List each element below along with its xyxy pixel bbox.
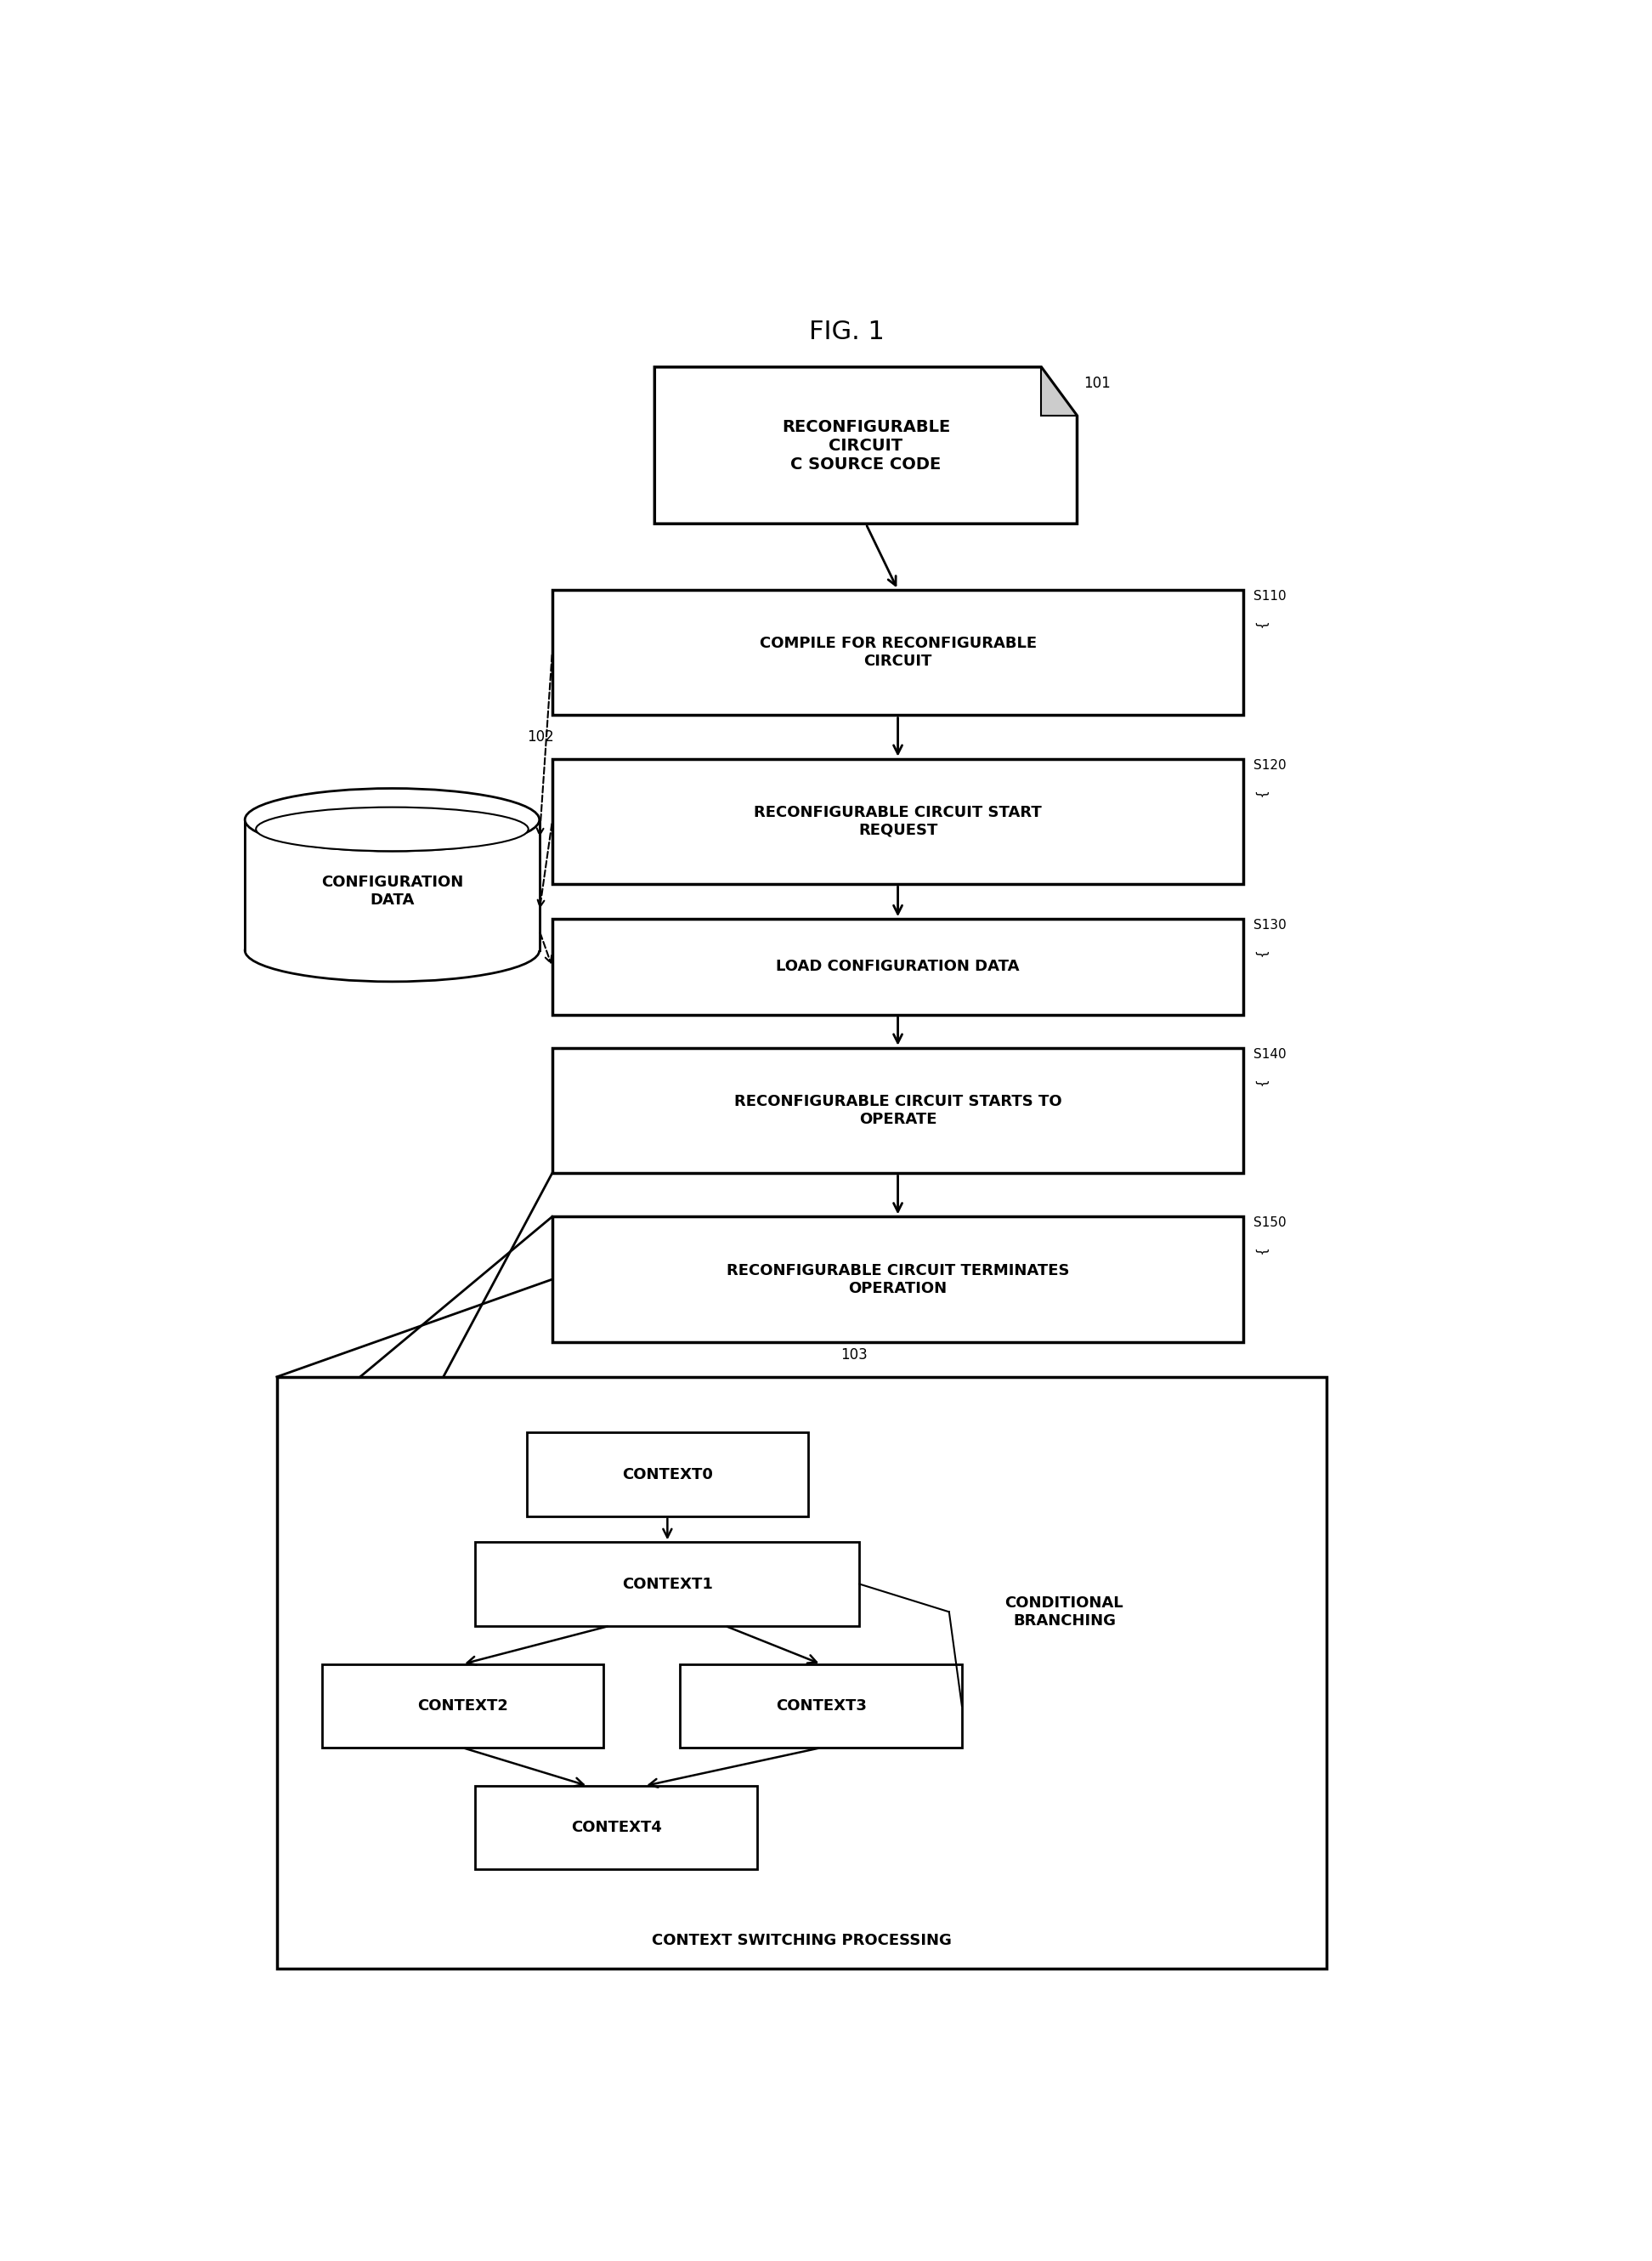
Text: LOAD CONFIGURATION DATA: LOAD CONFIGURATION DATA [776, 959, 1019, 974]
FancyBboxPatch shape [552, 590, 1244, 714]
Text: }: } [1254, 1078, 1267, 1088]
Ellipse shape [244, 789, 539, 850]
Text: S130: S130 [1254, 918, 1287, 932]
Text: RECONFIGURABLE
CIRCUIT
C SOURCE CODE: RECONFIGURABLE CIRCUIT C SOURCE CODE [781, 418, 950, 473]
FancyBboxPatch shape [244, 821, 539, 950]
Text: S150: S150 [1254, 1216, 1287, 1230]
Text: CONTEXT0: CONTEXT0 [623, 1467, 712, 1481]
Text: CONDITIONAL
BRANCHING: CONDITIONAL BRANCHING [1004, 1596, 1123, 1628]
Text: RECONFIGURABLE CIRCUIT STARTS TO
OPERATE: RECONFIGURABLE CIRCUIT STARTS TO OPERATE [733, 1094, 1062, 1126]
FancyBboxPatch shape [476, 1786, 757, 1870]
Text: }: } [1254, 950, 1267, 959]
Text: 101: 101 [1084, 375, 1110, 391]
FancyBboxPatch shape [552, 918, 1244, 1015]
Text: CONTEXT SWITCHING PROCESSING: CONTEXT SWITCHING PROCESSING [653, 1933, 952, 1949]
FancyBboxPatch shape [552, 1216, 1244, 1343]
Text: CONTEXT3: CONTEXT3 [776, 1698, 866, 1714]
Text: CONTEXT1: CONTEXT1 [623, 1576, 712, 1592]
FancyBboxPatch shape [552, 760, 1244, 884]
FancyBboxPatch shape [322, 1664, 603, 1748]
Polygon shape [654, 366, 1077, 525]
Text: S110: S110 [1254, 590, 1287, 604]
Text: FIG. 1: FIG. 1 [809, 319, 884, 344]
Polygon shape [1041, 366, 1077, 416]
Text: 103: 103 [841, 1348, 867, 1363]
Ellipse shape [256, 807, 529, 850]
Text: }: } [1254, 789, 1267, 798]
FancyBboxPatch shape [552, 1047, 1244, 1173]
Text: 102: 102 [527, 730, 553, 744]
FancyBboxPatch shape [476, 1542, 859, 1626]
FancyBboxPatch shape [278, 1377, 1327, 1969]
Text: RECONFIGURABLE CIRCUIT START
REQUEST: RECONFIGURABLE CIRCUIT START REQUEST [753, 805, 1042, 839]
Text: CONTEXT2: CONTEXT2 [418, 1698, 507, 1714]
FancyBboxPatch shape [681, 1664, 961, 1748]
Text: S120: S120 [1254, 760, 1287, 771]
FancyBboxPatch shape [527, 1433, 808, 1517]
Text: }: } [1254, 1248, 1267, 1257]
Text: }: } [1254, 622, 1267, 629]
Text: S140: S140 [1254, 1047, 1287, 1060]
Ellipse shape [244, 918, 539, 981]
Text: CONTEXT4: CONTEXT4 [572, 1820, 661, 1836]
Text: CONFIGURATION
DATA: CONFIGURATION DATA [320, 875, 463, 909]
Text: COMPILE FOR RECONFIGURABLE
CIRCUIT: COMPILE FOR RECONFIGURABLE CIRCUIT [760, 635, 1036, 669]
Text: RECONFIGURABLE CIRCUIT TERMINATES
OPERATION: RECONFIGURABLE CIRCUIT TERMINATES OPERAT… [727, 1264, 1069, 1296]
